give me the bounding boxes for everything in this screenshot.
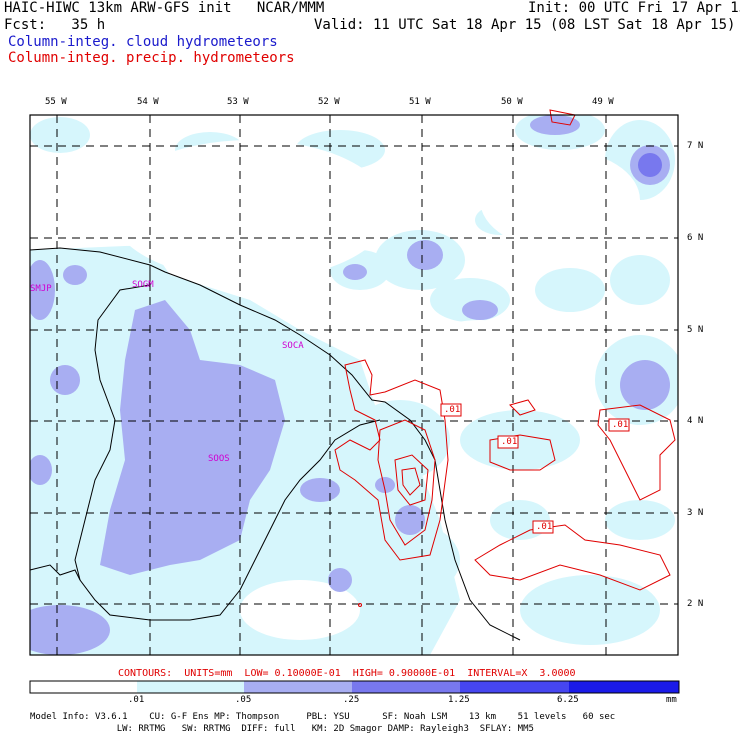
legend-precip: Column-integ. precip. hydrometeors: [8, 50, 295, 66]
colorbar-segment: [137, 681, 244, 693]
precip-contours: [334, 109, 676, 607]
model-info-line1: Model Info: V3.6.1 CU: G-F Ens MP: Thomp…: [30, 712, 616, 722]
valid-time: Valid: 11 UTC Sat 18 Apr 15 (08 LST Sat …: [314, 17, 736, 33]
lat-label: 6 N: [687, 233, 704, 243]
plot-title: HAIC-HIWC 13km ARW-GFS init NCAR/MMM: [4, 0, 325, 16]
lat-label: 7 N: [687, 141, 704, 151]
lat-label: 2 N: [687, 599, 704, 609]
lon-label: 52 W: [318, 97, 340, 107]
colorbar-segment: [30, 681, 137, 693]
legend-cloud: Column-integ. cloud hydrometeors: [8, 34, 278, 50]
colorbar-tick: .05: [235, 695, 252, 705]
colorbar-segment: [569, 681, 679, 693]
colorbar-segment: [352, 681, 460, 693]
init-time: Init: 00 UTC Fri 17 Apr 15: [528, 0, 740, 16]
lon-label: 49 W: [592, 97, 614, 107]
lat-lon-grid: [30, 115, 678, 655]
lon-label: 55 W: [45, 97, 67, 107]
colorbar-tick: 1.25: [448, 695, 470, 705]
station-label: SOCA: [282, 341, 304, 351]
colorbar-segment: [460, 681, 569, 693]
map-frame: [29, 114, 679, 656]
colorbar-unit: mm: [666, 695, 677, 705]
station-label: SOGM: [132, 280, 154, 290]
lon-label: 54 W: [137, 97, 159, 107]
station-label: SMJP: [30, 284, 52, 294]
colorbar-segment: [244, 681, 352, 693]
contour-label: .01: [612, 420, 629, 430]
colorbar-tick: .25: [343, 695, 360, 705]
lat-label: 4 N: [687, 416, 704, 426]
coastline: [29, 247, 521, 641]
contours-info: CONTOURS: UNITS=mm LOW= 0.10000E-01 HIGH…: [118, 668, 576, 679]
lat-label: 5 N: [687, 325, 704, 335]
lon-label: 53 W: [227, 97, 249, 107]
model-info-line2: LW: RRTMG SW: RRTMG DIFF: full KM: 2D Sm…: [30, 724, 534, 734]
station-label: SOOS: [208, 454, 230, 464]
cloud-shading: [30, 115, 678, 655]
lon-label: 51 W: [409, 97, 431, 107]
contour-label: .01: [444, 405, 461, 415]
forecast-hour: Fcst: 35 h: [4, 17, 106, 33]
contour-label: .01: [501, 437, 518, 447]
contour-label-boxes: [440, 403, 630, 534]
colorbar-tick: 6.25: [557, 695, 579, 705]
lon-label: 50 W: [501, 97, 523, 107]
colorbar-tick: .01: [128, 695, 145, 705]
contour-label: .01: [536, 522, 553, 532]
lat-label: 3 N: [687, 508, 704, 518]
